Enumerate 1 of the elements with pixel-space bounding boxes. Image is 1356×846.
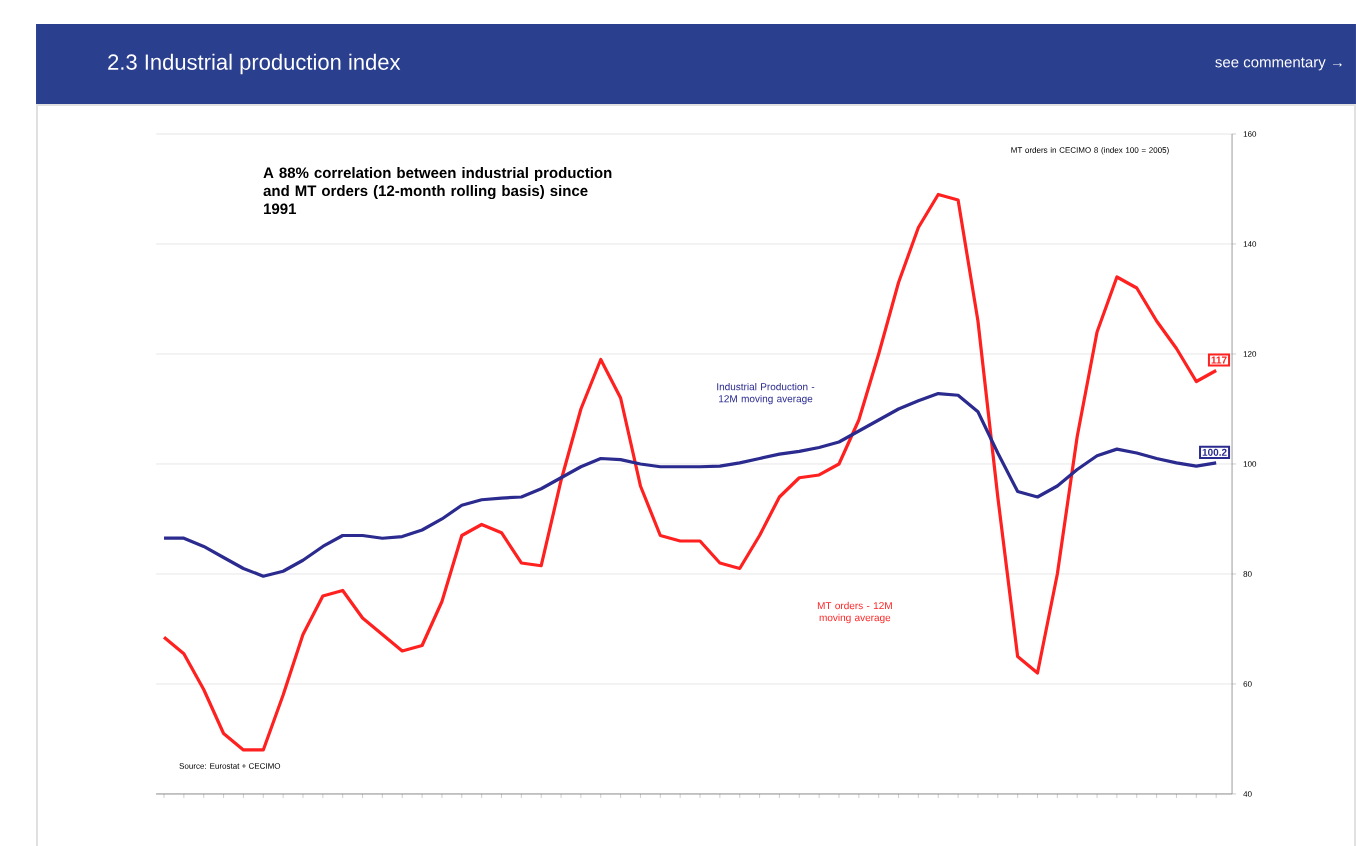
chart-title: 2.3 Industrial production index	[108, 53, 401, 75]
